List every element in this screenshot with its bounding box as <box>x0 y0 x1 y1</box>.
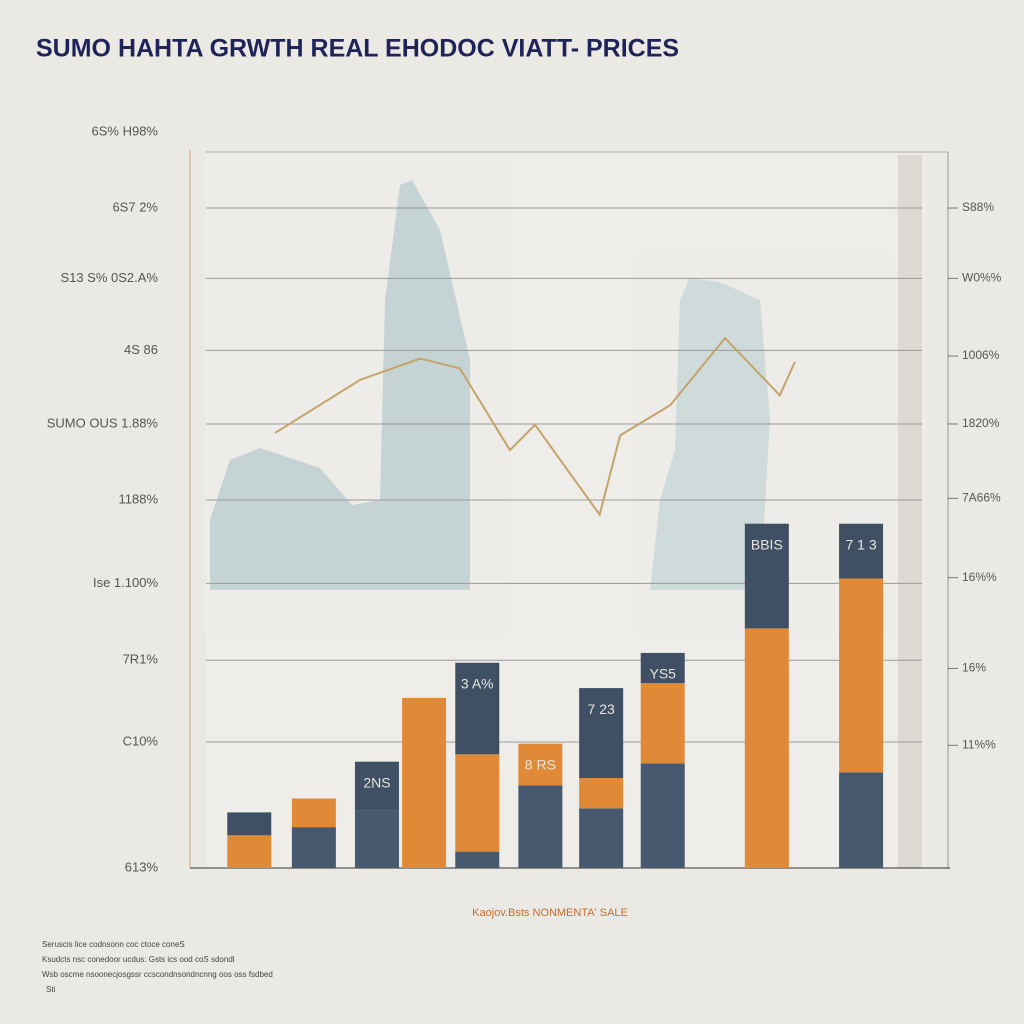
y2-tick-label: W0%% <box>962 271 1002 285</box>
shape <box>650 278 770 590</box>
bar-segment <box>354 810 399 868</box>
bar-segment <box>839 578 884 773</box>
backdrop <box>206 152 926 868</box>
y2-tick-label: 1006% <box>962 348 1000 362</box>
bar-segment <box>354 761 399 811</box>
footnote: Seruscis lice codnsonn coc ctoce coneS <box>42 940 185 949</box>
y-tick-label: 1188% <box>118 491 158 506</box>
bar-segment <box>744 628 789 868</box>
bar-label: 2NS <box>363 774 390 790</box>
bar-segment <box>455 851 500 868</box>
bar-segment <box>227 812 272 836</box>
bar-segment <box>518 785 563 868</box>
bar-segment <box>579 808 624 868</box>
bar-label: 3 A% <box>461 675 494 691</box>
y2-tick-label: 11%% <box>962 738 996 752</box>
footnote: Wsb oscme nsoonecjosgssr ccscondnsondncn… <box>42 970 273 979</box>
bar-label: 8 RS <box>525 756 556 772</box>
y2-tick-label: 16% <box>962 661 986 675</box>
bar-segment <box>227 835 272 868</box>
bar-segment <box>402 697 447 868</box>
footnote: Ksudcts nsc conedoor ucdus: Gsts ics ood… <box>42 955 235 964</box>
side-band <box>898 155 922 868</box>
bar-segment <box>579 778 624 809</box>
bar-segment <box>455 754 500 852</box>
y-tick-label: 613% <box>125 859 159 874</box>
y-tick-label: Ise 1.100% <box>93 575 158 590</box>
bar-segment <box>291 798 336 828</box>
bar-segment <box>518 743 563 786</box>
bar-segment <box>640 652 685 684</box>
line-series <box>274 336 796 518</box>
bar-segment <box>839 523 884 579</box>
y-tick-label: 7R1% <box>123 652 159 667</box>
bar-segment <box>640 683 685 764</box>
footnote: Sti <box>46 985 56 994</box>
y2-tick-label: 1820% <box>962 416 1000 430</box>
y-tick-label: S13 S% 0S2.A% <box>60 270 158 285</box>
bar-segment <box>291 827 336 868</box>
bar-segment <box>744 523 789 629</box>
y-tick-label: SUMO OUS 1.88% <box>47 415 159 430</box>
bar-label: 7 23 <box>588 701 615 717</box>
bar-segment <box>839 772 884 868</box>
footnotes: Seruscis lice codnsonn coc ctoce coneS Ks… <box>42 940 273 994</box>
bar-label: 7 1 3 <box>846 536 877 552</box>
y2-tick-label: S88% <box>962 200 994 214</box>
y-tick-label: C10% <box>123 733 159 748</box>
bar-segment <box>640 763 685 868</box>
y-tick-label: 4S 86 <box>124 342 158 357</box>
shape <box>210 180 470 590</box>
bar-label: YS5 <box>649 666 676 682</box>
bar-segment <box>455 662 500 755</box>
y2-tick-label: 7A66% <box>962 491 1001 505</box>
bar-label: BBIS <box>751 536 783 552</box>
y-tick-label: 6S7 2% <box>112 199 158 214</box>
x-axis-label: Kaojov.Bsts NONMENTA' SALE <box>472 907 628 919</box>
bar-segment <box>579 688 624 779</box>
chart-title: SUMO HAHTA GRWTH REAL EHODOC VIATT- PRIC… <box>36 35 679 63</box>
y-tick-label: 6S% H98% <box>92 123 159 138</box>
y2-tick-label: 16%% <box>962 570 997 584</box>
